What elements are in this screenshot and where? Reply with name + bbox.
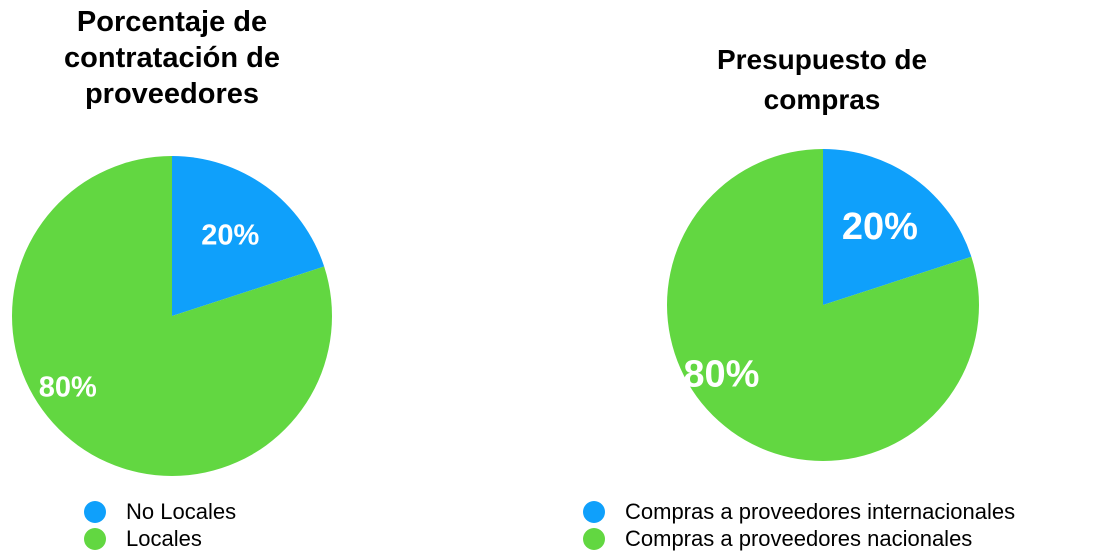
chart-2-slice-internacionales — [823, 149, 972, 305]
chart-1-legend-label-locales: Locales — [126, 525, 202, 551]
chart-1-legend-label-no-locales: No Locales — [126, 498, 237, 524]
chart-2-title-line-2: compras — [763, 84, 881, 115]
chart-1-legend-swatch-locales — [84, 527, 106, 550]
chart-2-legend-label-internacionales: Compras a proveedores internacionales — [625, 498, 1016, 524]
chart-1-title: Porcentaje de contratación de proveedore… — [22, 4, 322, 112]
chart-2-legend-item-internacionales: Compras a proveedores internacionales — [583, 498, 1015, 525]
chart-1-slice-locales — [11, 156, 332, 477]
chart-1-data-label-no-locales: 20% — [201, 220, 259, 252]
chart-2-legend-swatch-internacionales — [583, 500, 605, 523]
chart-2-legend-swatch-nacionales — [583, 527, 605, 550]
chart-2-slice-nacionales — [667, 149, 979, 461]
chart-1-title-line-3: proveedores — [84, 78, 260, 110]
chart-1-title-line-1: Porcentaje de — [76, 6, 268, 38]
chart-2-pie: 20% 80% — [667, 149, 979, 461]
chart-2-legend: Compras a proveedores internacionales Co… — [583, 498, 1015, 552]
chart-1-data-label-locales: 80% — [39, 371, 97, 403]
chart-1-legend-item-locales: Locales — [84, 525, 236, 552]
chart-1-legend-swatch-no-locales — [84, 500, 106, 523]
chart-2-title: Presupuesto de compras — [682, 40, 962, 120]
chart-1-legend-item-no-locales: No Locales — [84, 498, 236, 525]
chart-1-legend: No Locales Locales — [84, 498, 236, 552]
chart-2-data-label-nacionales: 80% — [683, 354, 759, 396]
chart-1-slice-no-locales — [172, 156, 325, 316]
chart-2-title-line-1: Presupuesto de — [716, 44, 928, 75]
chart-1-title-line-2: contratación de — [64, 42, 280, 74]
chart-2-legend-label-nacionales: Compras a proveedores nacionales — [625, 525, 973, 551]
chart-2-data-label-internacionales: 20% — [842, 206, 918, 248]
chart-2-legend-item-nacionales: Compras a proveedores nacionales — [583, 525, 1015, 552]
chart-1-pie: 20% 80% — [11, 156, 332, 477]
